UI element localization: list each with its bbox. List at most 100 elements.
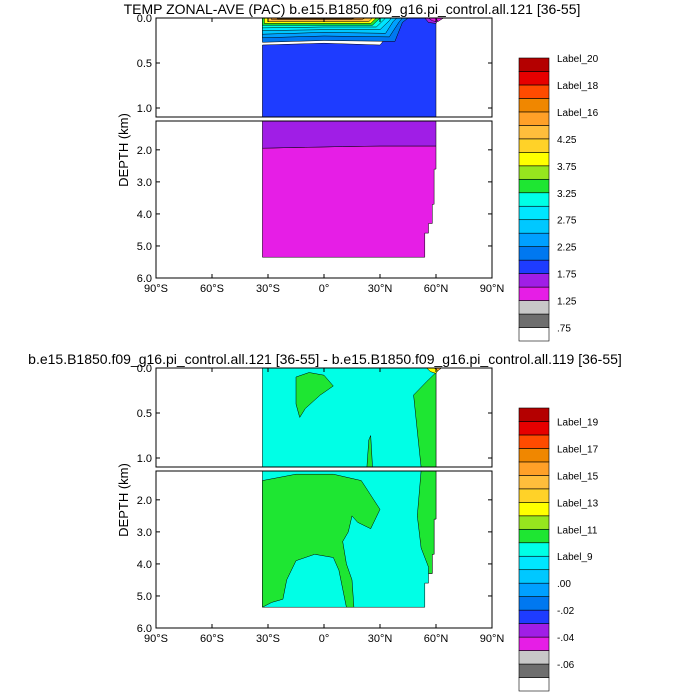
y-tick-label: 0.5 xyxy=(137,58,152,70)
y-tick-label: 4.0 xyxy=(137,209,152,221)
x-tick-label: 30°N xyxy=(368,633,393,645)
colorbar-label: Label_15 xyxy=(557,471,599,482)
region-green-right-upper xyxy=(413,371,437,467)
chart-title: TEMP ZONAL-AVE (PAC) b.e15.B1850.f09_g16… xyxy=(124,1,581,17)
colorbar-box xyxy=(518,300,550,315)
colorbar-box xyxy=(518,502,550,517)
y-tick-label: 6.0 xyxy=(137,623,152,635)
y-tick-label: 0.5 xyxy=(137,408,152,420)
lower-panel-fill xyxy=(262,471,437,608)
chart-2: b.e15.B1850.f09_g16.pi_control.all.121 [… xyxy=(28,351,622,692)
colorbar-box xyxy=(518,582,550,597)
colorbar-box xyxy=(518,407,550,422)
x-tick-label: 60°S xyxy=(200,633,224,645)
lower-panel-fill xyxy=(262,121,437,258)
y-tick-label: 1.0 xyxy=(137,453,152,465)
y-tick-label: 2.0 xyxy=(137,145,152,157)
colorbar-label: 3.25 xyxy=(557,189,577,200)
colorbar-box xyxy=(518,219,550,234)
colorbar-box xyxy=(518,152,550,167)
colorbar-label: Label_17 xyxy=(557,444,599,455)
colorbar-box xyxy=(518,528,550,544)
colorbar-box xyxy=(518,448,550,463)
y-tick-label: 2.0 xyxy=(137,495,152,507)
y-tick-label: 5.0 xyxy=(137,591,152,603)
x-tick-label: 30°S xyxy=(256,633,280,645)
colorbar-label: 2.25 xyxy=(557,243,577,254)
x-tick-label: 60°S xyxy=(200,283,224,295)
colorbar-box xyxy=(518,488,550,503)
colorbar-box xyxy=(518,555,550,571)
colorbar-box xyxy=(518,650,550,665)
y-axis-label: DEPTH (km) xyxy=(116,113,131,187)
x-tick-label: 90°N xyxy=(480,633,505,645)
colorbar-box xyxy=(518,327,550,342)
colorbar-label: Label_9 xyxy=(557,552,593,563)
colorbar-box xyxy=(518,313,550,328)
colorbar-box xyxy=(518,609,550,624)
colorbar-label: 1.75 xyxy=(557,270,577,281)
x-tick-label: 0° xyxy=(319,283,330,295)
colorbar-box xyxy=(518,111,550,126)
colorbar-label: -.04 xyxy=(557,633,575,644)
colorbar-label: .00 xyxy=(557,579,571,590)
colorbar-box xyxy=(518,178,550,194)
colorbar-box xyxy=(518,434,550,449)
colorbar-label: -.06 xyxy=(557,660,575,671)
y-tick-label: 3.0 xyxy=(137,177,152,189)
region-deep-magenta xyxy=(262,145,437,258)
region-green-spike xyxy=(366,435,373,467)
colorbar-label: .75 xyxy=(557,324,571,335)
colorbar-box xyxy=(518,232,550,247)
colorbar-label: Label_16 xyxy=(557,108,599,119)
upper-panel-fill xyxy=(262,368,443,467)
colorbar-box xyxy=(518,259,550,274)
region-green-left-lower xyxy=(262,473,381,608)
colorbar-box xyxy=(518,421,550,436)
y-tick-label: 1.0 xyxy=(137,103,152,115)
region-base-cyan-upper xyxy=(262,368,437,467)
colorbar-label: 1.25 xyxy=(557,297,577,308)
colorbar-box xyxy=(518,461,550,476)
colorbar-box xyxy=(518,273,550,288)
colorbar: Label_19 Label_17 Label_15 Label_13 Label_11… xyxy=(518,407,599,692)
colorbar-box xyxy=(518,84,550,99)
colorbar-box xyxy=(518,663,550,678)
region-north-tip-magenta xyxy=(435,18,444,22)
colorbar-box xyxy=(518,98,550,113)
x-tick-label: 90°S xyxy=(144,283,168,295)
chart-1: TEMP ZONAL-AVE (PAC) b.e15.B1850.f09_g16… xyxy=(116,1,599,342)
colorbar-box xyxy=(518,246,550,261)
upper-panel-fill xyxy=(262,18,444,117)
y-tick-label: 3.0 xyxy=(137,527,152,539)
y-tick-label: 5.0 xyxy=(137,241,152,253)
colorbar-label: Label_11 xyxy=(557,525,598,536)
colorbar-box xyxy=(518,205,550,221)
colorbar-box xyxy=(518,57,550,72)
region-intermediate-purple xyxy=(262,121,437,149)
y-axis-label: DEPTH (km) xyxy=(116,463,131,537)
x-tick-label: 0° xyxy=(319,633,330,645)
region-upper-blue xyxy=(262,18,437,117)
colorbar-label: 4.25 xyxy=(557,135,577,146)
region-green-right-lower xyxy=(417,471,437,574)
colorbar-label: Label_19 xyxy=(557,417,599,428)
x-tick-label: 30°S xyxy=(256,283,280,295)
colorbar: Label_20 Label_18 Label_16 4.25 3.75 3.25 2.75… xyxy=(518,54,599,342)
region-green-upper-patch xyxy=(295,372,334,419)
colorbar-box xyxy=(518,138,550,153)
colorbar-label: -.02 xyxy=(557,606,575,617)
y-tick-label: 0.0 xyxy=(137,13,152,25)
colorbar-box xyxy=(518,677,550,692)
x-tick-label: 30°N xyxy=(368,283,393,295)
colorbar-box xyxy=(518,636,550,651)
colorbar-box xyxy=(518,515,550,530)
colorbar-box xyxy=(518,125,550,140)
colorbar-label: Label_13 xyxy=(557,498,599,509)
colorbar-box xyxy=(518,596,550,611)
colorbar-box xyxy=(518,286,550,301)
colorbar-box xyxy=(518,71,550,86)
colorbar-label: Label_20 xyxy=(557,54,599,65)
colorbar-box xyxy=(518,623,550,638)
